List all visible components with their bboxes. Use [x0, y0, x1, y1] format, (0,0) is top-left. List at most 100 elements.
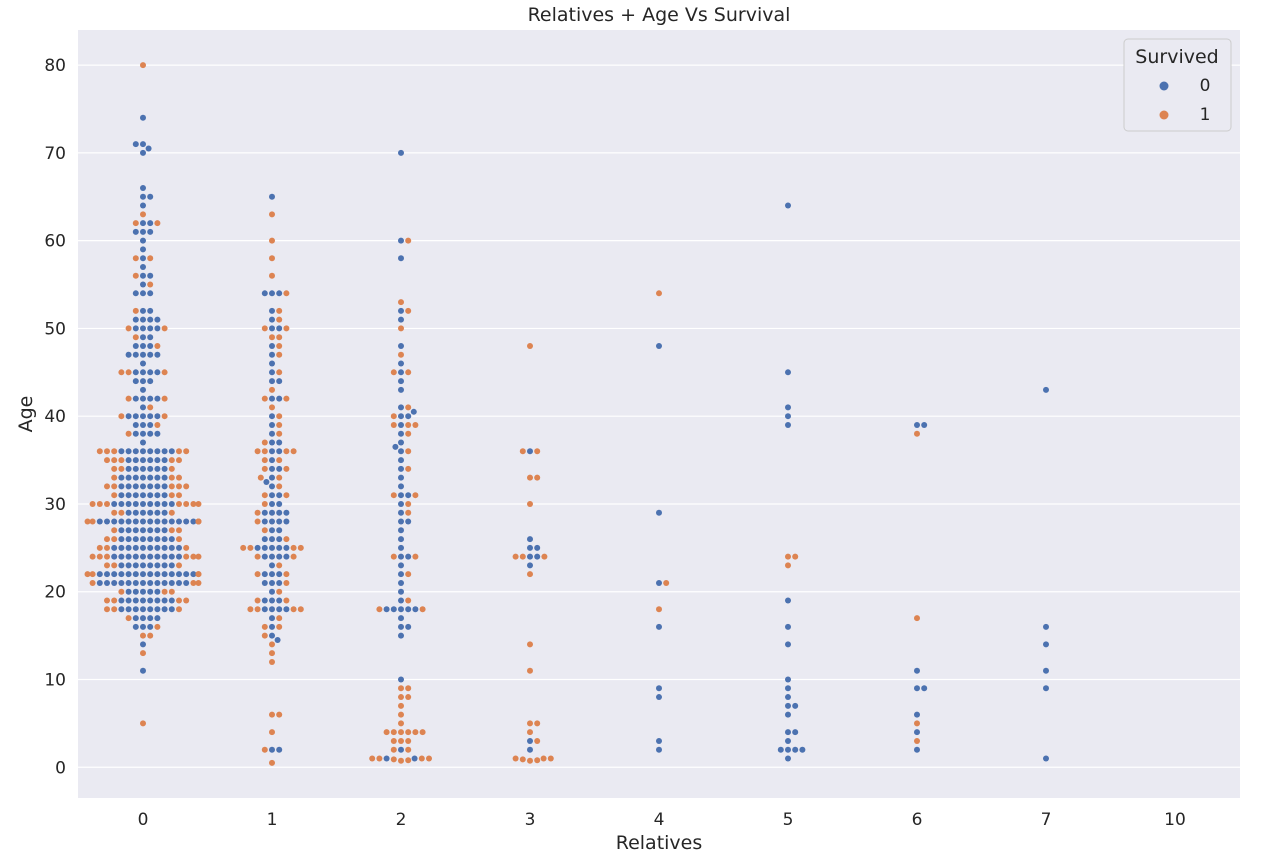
- data-point: [405, 606, 412, 613]
- data-point: [125, 351, 132, 358]
- y-tick-labels: 0 10 20 30 40 50 60 70 80: [44, 56, 66, 778]
- data-point: [426, 755, 432, 762]
- data-point: [405, 492, 412, 499]
- data-point: [125, 369, 132, 376]
- data-point: [161, 457, 168, 464]
- legend-marker-0: [1159, 81, 1169, 91]
- data-point: [656, 509, 662, 516]
- x-tick-label: 10: [1164, 810, 1186, 830]
- data-point: [161, 465, 168, 472]
- data-point: [147, 421, 154, 428]
- data-point: [154, 483, 161, 490]
- data-point: [261, 579, 268, 586]
- data-point: [276, 571, 283, 578]
- data-point: [147, 597, 154, 604]
- data-point: [269, 307, 275, 314]
- data-point: [104, 500, 110, 507]
- data-point: [785, 413, 791, 420]
- data-point: [168, 474, 175, 481]
- data-point: [376, 755, 383, 762]
- data-point: [269, 439, 275, 446]
- data-point: [269, 536, 275, 543]
- data-point: [118, 606, 125, 613]
- y-tick-label: 20: [44, 583, 66, 603]
- data-point: [140, 509, 146, 516]
- data-point: [140, 272, 146, 279]
- data-point: [132, 623, 139, 630]
- data-point: [283, 290, 290, 297]
- data-point: [785, 421, 791, 428]
- data-point: [132, 378, 139, 385]
- data-point: [161, 579, 168, 586]
- data-point: [176, 448, 182, 455]
- data-point: [269, 413, 275, 420]
- data-point: [125, 483, 132, 490]
- data-point: [147, 395, 154, 402]
- y-tick-label: 0: [55, 758, 66, 778]
- data-point: [168, 606, 175, 613]
- data-point: [96, 500, 103, 507]
- data-point: [111, 571, 118, 578]
- data-point: [140, 553, 146, 560]
- data-point: [261, 290, 268, 297]
- data-point: [269, 386, 275, 393]
- data-point: [132, 369, 139, 376]
- data-point: [1043, 685, 1049, 692]
- data-point: [269, 369, 275, 376]
- data-point: [89, 579, 96, 586]
- data-point: [527, 536, 533, 543]
- data-point: [276, 746, 283, 753]
- data-point: [161, 588, 168, 595]
- data-point: [190, 500, 197, 507]
- data-point: [276, 606, 283, 613]
- data-point: [276, 492, 283, 499]
- data-point: [785, 694, 791, 701]
- data-point: [147, 255, 154, 262]
- data-point: [405, 623, 412, 630]
- data-point: [118, 465, 125, 472]
- data-point: [147, 334, 154, 341]
- data-point: [398, 439, 404, 446]
- data-point: [276, 483, 283, 490]
- data-point: [914, 746, 920, 753]
- data-point: [89, 571, 96, 578]
- data-point: [269, 290, 275, 297]
- data-point: [132, 421, 139, 428]
- data-point: [785, 404, 791, 411]
- data-point: [398, 448, 404, 455]
- data-point: [132, 500, 139, 507]
- data-point: [283, 518, 290, 525]
- data-point: [276, 439, 283, 446]
- data-point: [261, 571, 268, 578]
- data-point: [183, 571, 190, 578]
- data-point: [405, 430, 412, 437]
- data-point: [132, 290, 139, 297]
- data-point: [1043, 667, 1049, 674]
- data-point: [405, 685, 412, 692]
- data-point: [140, 457, 146, 464]
- data-point: [269, 492, 275, 499]
- data-point: [276, 588, 283, 595]
- data-point: [132, 465, 139, 472]
- data-point: [145, 145, 152, 152]
- data-point: [276, 562, 283, 569]
- legend-title: Survived: [1135, 46, 1218, 68]
- data-point: [405, 597, 412, 604]
- y-axis-label: Age: [15, 396, 37, 433]
- data-point: [132, 255, 139, 262]
- data-point: [269, 325, 275, 332]
- data-point: [390, 737, 397, 744]
- data-point: [254, 606, 261, 613]
- data-point: [147, 579, 154, 586]
- data-point: [161, 606, 168, 613]
- data-point: [140, 184, 146, 191]
- data-point: [125, 615, 132, 622]
- data-point: [96, 553, 103, 560]
- data-point: [540, 755, 547, 762]
- data-point: [147, 325, 154, 332]
- data-point: [398, 632, 404, 639]
- data-point: [118, 457, 125, 464]
- data-point: [132, 413, 139, 420]
- data-point: [398, 623, 404, 630]
